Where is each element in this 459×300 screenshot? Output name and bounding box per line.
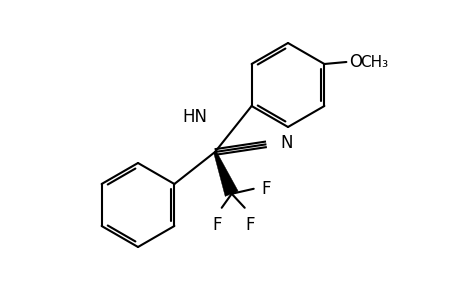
Text: CH₃: CH₃ (359, 55, 388, 70)
Text: N: N (280, 134, 292, 152)
Text: HN: HN (182, 108, 207, 126)
Polygon shape (213, 152, 238, 196)
Text: F: F (245, 216, 254, 234)
Text: O: O (349, 53, 362, 71)
Text: F: F (261, 180, 271, 198)
Text: F: F (212, 216, 221, 234)
